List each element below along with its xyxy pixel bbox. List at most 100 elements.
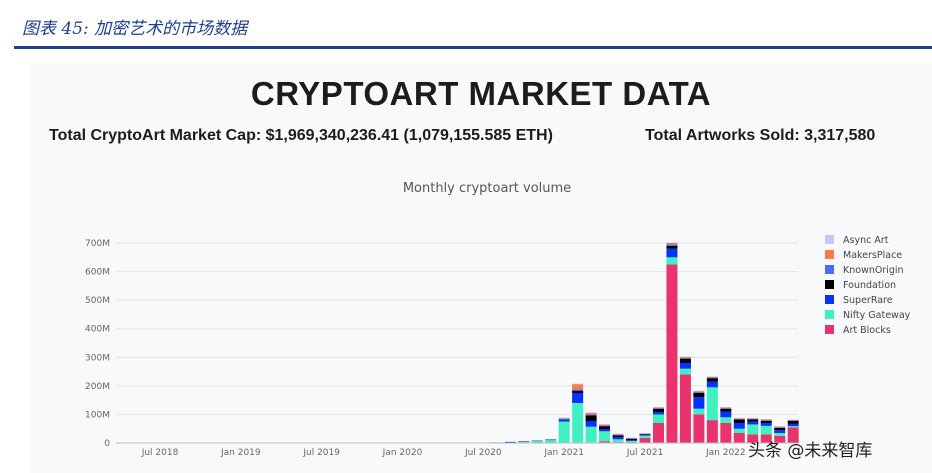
legend-label-superrare: SuperRare bbox=[843, 295, 893, 306]
bar-segment-knownorigin bbox=[639, 433, 651, 435]
bar-segment-nifty-gateway bbox=[760, 425, 772, 435]
bar-segment-makersplace bbox=[599, 424, 611, 426]
bar-segment-superrare bbox=[626, 440, 638, 441]
bar-segment-superrare bbox=[720, 411, 732, 418]
x-tick-label: Jul 2021 bbox=[626, 448, 664, 458]
y-tick-label: 100M bbox=[85, 410, 110, 420]
bar-segment-art-blocks bbox=[599, 441, 611, 443]
bar-segment-knownorigin bbox=[599, 425, 611, 427]
bar-segment-knownorigin bbox=[693, 392, 705, 393]
bar-segment-foundation bbox=[585, 415, 597, 421]
legend-label-foundation: Foundation bbox=[843, 280, 896, 291]
bar-segment-nifty-gateway bbox=[518, 441, 530, 443]
bar-segment-async-art bbox=[666, 242, 678, 244]
bar-segment-makersplace bbox=[706, 376, 718, 378]
bar-segment-superrare bbox=[747, 421, 759, 425]
bar-segment-makersplace bbox=[760, 419, 772, 421]
bar-segment-art-blocks bbox=[679, 374, 691, 443]
x-axis: Jul 2018 Jan 2019 Jul 2019 Jan 2020 Jul 2020… bbox=[116, 442, 798, 458]
bar-segment-knownorigin bbox=[666, 244, 678, 246]
y-tick-label: 700M bbox=[85, 239, 110, 249]
bar-segment-foundation bbox=[706, 378, 718, 382]
bar-segment-async-art bbox=[733, 417, 745, 419]
bar-segment-superrare bbox=[652, 412, 664, 415]
bar-segment-async-art bbox=[599, 424, 611, 425]
bar-segment-superrare bbox=[760, 423, 772, 426]
bar-segment-superrare bbox=[733, 423, 745, 429]
bar-segment-makersplace bbox=[720, 407, 732, 409]
bar-segment-art-blocks bbox=[720, 423, 732, 443]
bar-segment-async-art bbox=[626, 437, 638, 439]
legend: Async Art MakersPlace KnownOrigin Foundatio… bbox=[825, 235, 911, 336]
legend-swatch-art-blocks bbox=[825, 325, 834, 334]
bar-segment-async-art bbox=[720, 407, 732, 408]
bar-segment-foundation bbox=[626, 439, 638, 441]
page-title: CRYPTOART MARKET DATA bbox=[250, 75, 712, 112]
bar-segment-nifty-gateway bbox=[626, 441, 638, 443]
bar-segment-nifty-gateway bbox=[774, 433, 786, 436]
market-data-panel: CRYPTOART MARKET DATA Total CryptoArt Ma… bbox=[30, 65, 932, 473]
bar-segment-makersplace bbox=[558, 417, 570, 419]
bar-segment-nifty-gateway bbox=[720, 417, 732, 423]
legend-label-makersplace: MakersPlace bbox=[843, 250, 902, 261]
bar-segment-async-art bbox=[531, 440, 543, 441]
bar-segment-superrare bbox=[504, 441, 516, 443]
bar-segment-knownorigin bbox=[679, 357, 691, 359]
bar-segment-nifty-gateway bbox=[572, 403, 584, 443]
bar-segment-makersplace bbox=[612, 433, 624, 435]
caption-divider bbox=[14, 46, 932, 49]
market-cap-stat: Total CryptoArt Market Cap: $1,969,340,2… bbox=[49, 127, 553, 144]
x-tick-label: Jan 2021 bbox=[543, 448, 584, 458]
bar-segment-async-art bbox=[545, 439, 557, 440]
bar-segment-nifty-gateway bbox=[679, 368, 691, 375]
chart-title: Monthly cryptoart volume bbox=[403, 181, 571, 196]
y-tick-label: 0 bbox=[104, 439, 110, 449]
bar-segment-async-art bbox=[787, 419, 799, 421]
bar-segment-makersplace bbox=[679, 356, 691, 358]
bar-segment-superrare bbox=[545, 439, 557, 441]
bar-segment-superrare bbox=[774, 430, 786, 433]
x-tick-label: Jul 2018 bbox=[141, 448, 179, 458]
bar-segment-art-blocks bbox=[706, 420, 718, 443]
legend-swatch-superrare bbox=[825, 295, 834, 304]
bar-segment-art-blocks bbox=[760, 434, 772, 443]
bar-segment-foundation bbox=[679, 358, 691, 363]
bar-segment-nifty-gateway bbox=[599, 431, 611, 442]
bar-segment-superrare bbox=[599, 429, 611, 432]
bar-segment-knownorigin bbox=[558, 418, 570, 420]
bar-segment-nifty-gateway bbox=[787, 426, 799, 428]
bar-segment-superrare bbox=[706, 381, 718, 388]
legend-swatch-makersplace bbox=[825, 250, 834, 259]
bar-segment-art-blocks bbox=[666, 264, 678, 443]
bar-segment-art-blocks bbox=[787, 427, 799, 443]
bar-segment-knownorigin bbox=[760, 420, 772, 421]
y-tick-label: 500M bbox=[85, 296, 110, 306]
y-axis: 0 100M 200M 300M 400M 500M 600M 700M bbox=[85, 239, 110, 449]
bars bbox=[477, 242, 799, 444]
bar-segment-superrare bbox=[585, 421, 597, 427]
bar-segment-superrare bbox=[518, 441, 530, 442]
bar-segment-foundation bbox=[599, 426, 611, 429]
bar-segment-makersplace bbox=[572, 384, 584, 390]
monthly-volume-chart: Monthly cryptoart volume 0 100M 200M 300M 40… bbox=[85, 181, 911, 458]
x-tick-label: Jan 2022 bbox=[705, 448, 746, 458]
bar-segment-async-art bbox=[612, 433, 624, 435]
bar-segment-foundation bbox=[747, 419, 759, 422]
bar-segment-art-blocks bbox=[747, 434, 759, 443]
legend-swatch-foundation bbox=[825, 280, 834, 289]
bar-segment-foundation bbox=[693, 393, 705, 398]
bar-segment-nifty-gateway bbox=[639, 435, 651, 438]
bar-segment-nifty-gateway bbox=[585, 426, 597, 443]
x-tick-label: Jan 2020 bbox=[382, 448, 423, 458]
bar-segment-async-art bbox=[747, 417, 759, 419]
bar-segment-makersplace bbox=[774, 426, 786, 428]
bar-segment-nifty-gateway bbox=[706, 387, 718, 421]
y-tick-label: 200M bbox=[85, 382, 110, 392]
bar-segment-superrare bbox=[693, 397, 705, 409]
bar-segment-foundation bbox=[787, 421, 799, 424]
bar-segment-nifty-gateway bbox=[733, 428, 745, 433]
bar-segment-foundation bbox=[612, 435, 624, 437]
bar-segment-knownorigin bbox=[652, 408, 664, 409]
bar-segment-foundation bbox=[666, 245, 678, 249]
bar-segment-superrare bbox=[666, 248, 678, 258]
